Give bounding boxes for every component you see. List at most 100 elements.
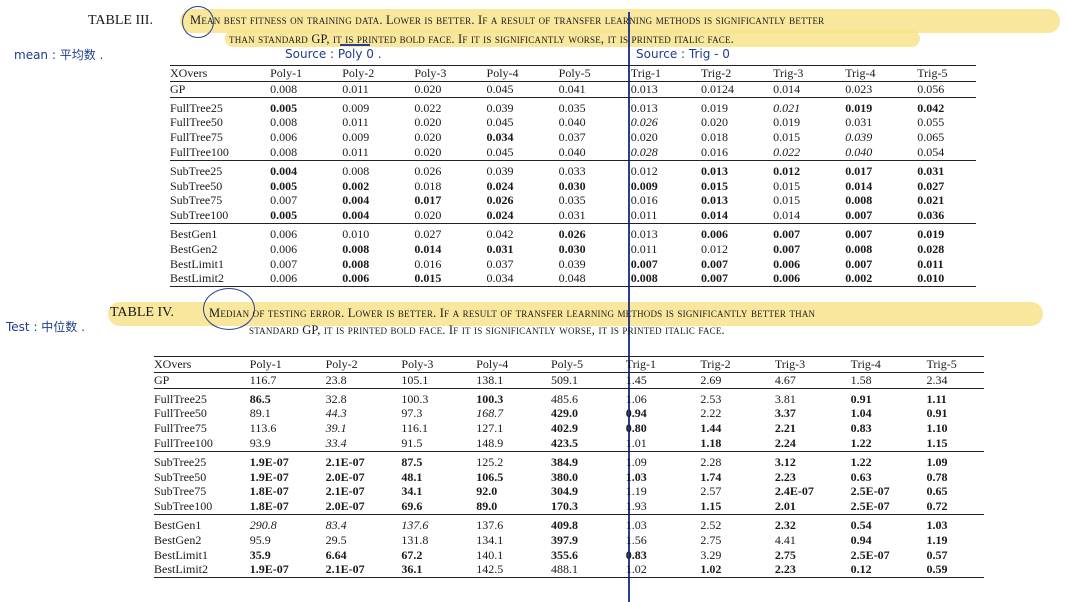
row-label: BestLimit1 bbox=[154, 547, 208, 562]
table-row: SubTree50 1.9E-07 2.0E-07 48.1 106.5 380.0 1.0… bbox=[154, 470, 984, 485]
table-cell: 0.006 bbox=[270, 130, 298, 145]
table-cell: 3.81 bbox=[774, 387, 851, 407]
table-cell: 2.23 bbox=[774, 469, 796, 484]
column-header: Trig-4 bbox=[845, 65, 918, 82]
table-row: BestLimit2 1.9E-07 2.1E-07 36.1 142.5 488.1 1.… bbox=[154, 562, 984, 579]
table-cell: 0.011 bbox=[342, 115, 369, 130]
table4-caption-line1: Median of testing error. Lower is better… bbox=[209, 306, 816, 320]
table-cell: 2.57 bbox=[700, 484, 722, 499]
table-cell: 0.80 bbox=[625, 421, 647, 436]
column-header: Trig-4 bbox=[850, 356, 927, 373]
table-cell: 0.020 bbox=[414, 130, 442, 145]
table-cell: 304.9 bbox=[550, 484, 578, 499]
table-row: FullTree25 86.5 32.8 100.3 100.3 485.6 1.06 2.5… bbox=[154, 387, 984, 407]
table-cell: 0.006 bbox=[270, 241, 298, 256]
table-row: GP 0.008 0.011 0.020 0.045 0.041 0.013 0.0124 0.… bbox=[170, 80, 976, 98]
table-cell: 0.009 bbox=[630, 178, 658, 193]
table-cell: 6.64 bbox=[325, 547, 347, 562]
row-label: SubTree100 bbox=[170, 208, 229, 223]
table-cell: 0.013 bbox=[630, 96, 701, 116]
table-cell: 0.017 bbox=[414, 193, 442, 208]
table-cell: 0.007 bbox=[845, 222, 918, 242]
table-cell: 1.74 bbox=[700, 469, 722, 484]
table-cell: 384.9 bbox=[550, 450, 626, 470]
table-cell: 2.52 bbox=[700, 513, 775, 533]
table-cell: 0.034 bbox=[486, 130, 514, 145]
table-row: BestLimit1 0.007 0.008 0.016 0.037 0.039 0.007… bbox=[170, 257, 976, 272]
table-cell: 2.24 bbox=[774, 435, 796, 450]
column-header: Poly-5 bbox=[558, 65, 631, 82]
table-cell: 29.5 bbox=[325, 532, 347, 547]
table-cell: 0.72 bbox=[926, 499, 948, 514]
table-cell: 92.0 bbox=[476, 484, 498, 499]
table-cell: 0.065 bbox=[917, 130, 945, 145]
table-cell: 89.0 bbox=[476, 499, 498, 514]
table-row: FullTree75 0.006 0.009 0.020 0.034 0.037 0.020… bbox=[170, 130, 976, 145]
table-cell: 0.028 bbox=[630, 144, 658, 159]
table-cell: 0.012 bbox=[773, 159, 846, 179]
table-row: BestGen1 0.006 0.010 0.027 0.042 0.026 0.013 0.… bbox=[170, 222, 976, 242]
table-cell: 91.5 bbox=[401, 435, 423, 450]
table-cell: 93.9 bbox=[249, 435, 271, 450]
table-cell: 0.65 bbox=[926, 484, 948, 499]
table-cell: 34.1 bbox=[401, 484, 423, 499]
table-cell: 0.12 bbox=[850, 562, 927, 579]
table-cell: 0.018 bbox=[414, 178, 442, 193]
table-cell: 2.21 bbox=[774, 421, 796, 436]
column-header: Trig-3 bbox=[773, 65, 846, 82]
table-cell: 0.020 bbox=[630, 130, 658, 145]
table-cell: 83.4 bbox=[325, 513, 402, 533]
table-cell: 0.008 bbox=[270, 144, 298, 159]
table-cell: 0.54 bbox=[850, 513, 927, 533]
table-cell: 0.005 bbox=[270, 178, 298, 193]
table-cell: 100.3 bbox=[476, 387, 551, 407]
table-cell: 423.5 bbox=[550, 435, 578, 450]
table-cell: 2.22 bbox=[700, 406, 722, 421]
ink-circle-median bbox=[203, 288, 255, 330]
table-row: SubTree75 0.007 0.004 0.017 0.026 0.035 0.016 0… bbox=[170, 193, 976, 208]
table-cell: 1.09 bbox=[926, 450, 984, 470]
table-cell: 0.013 bbox=[700, 193, 728, 208]
table-cell: 0.019 bbox=[700, 96, 774, 116]
table-cell: 1.9E-07 bbox=[249, 562, 326, 579]
table-cell: 1.03 bbox=[625, 469, 647, 484]
table-cell: 0.056 bbox=[917, 80, 976, 98]
table-cell: 0.036 bbox=[917, 208, 945, 223]
handwritten-test-note: Test : 中位数 . bbox=[6, 320, 85, 334]
table-cell: 0.008 bbox=[845, 193, 873, 208]
table-cell: 105.1 bbox=[401, 371, 477, 389]
table-cell: 0.013 bbox=[630, 222, 701, 242]
table-cell: 1.18 bbox=[700, 435, 722, 450]
table-cell: 2.5E-07 bbox=[850, 499, 890, 514]
table-cell: 0.007 bbox=[700, 256, 728, 271]
table-cell: 0.006 bbox=[270, 271, 343, 288]
row-label: FullTree50 bbox=[154, 406, 207, 421]
table-cell: 0.039 bbox=[558, 256, 586, 271]
table-cell: 48.1 bbox=[401, 469, 423, 484]
row-label: SubTree25 bbox=[154, 450, 250, 470]
table-cell: 1.8E-07 bbox=[249, 499, 289, 514]
table-cell: 0.031 bbox=[558, 208, 586, 223]
table-row: SubTree100 0.005 0.004 0.020 0.024 0.031 0.011… bbox=[170, 208, 976, 223]
table-cell: 0.007 bbox=[700, 271, 774, 288]
table-cell: 134.1 bbox=[476, 532, 504, 547]
table-cell: 2.75 bbox=[774, 547, 796, 562]
table-cell: 32.8 bbox=[325, 387, 402, 407]
table-cell: 127.1 bbox=[476, 421, 504, 436]
table-cell: 148.9 bbox=[476, 435, 504, 450]
table-cell: 355.6 bbox=[550, 547, 578, 562]
table-cell: 0.020 bbox=[414, 115, 442, 130]
ink-underline-gp bbox=[340, 44, 370, 46]
table-cell: 1.56 bbox=[625, 532, 647, 547]
table-cell: 0.014 bbox=[414, 241, 442, 256]
table-cell: 0.008 bbox=[342, 159, 415, 179]
table-cell: 137.6 bbox=[401, 513, 477, 533]
row-label: FullTree100 bbox=[170, 144, 229, 159]
table-cell: 33.4 bbox=[325, 435, 347, 450]
table-row: SubTree50 0.005 0.002 0.018 0.024 0.030 0.009 0… bbox=[170, 179, 976, 194]
table-cell: 0.57 bbox=[926, 547, 948, 562]
table-cell: 0.045 bbox=[486, 144, 514, 159]
table-cell: 0.015 bbox=[414, 271, 487, 288]
table-cell: 0.040 bbox=[558, 144, 586, 159]
table-row: BestLimit1 35.9 6.64 67.2 140.1 355.6 0.83 3.29… bbox=[154, 548, 984, 563]
